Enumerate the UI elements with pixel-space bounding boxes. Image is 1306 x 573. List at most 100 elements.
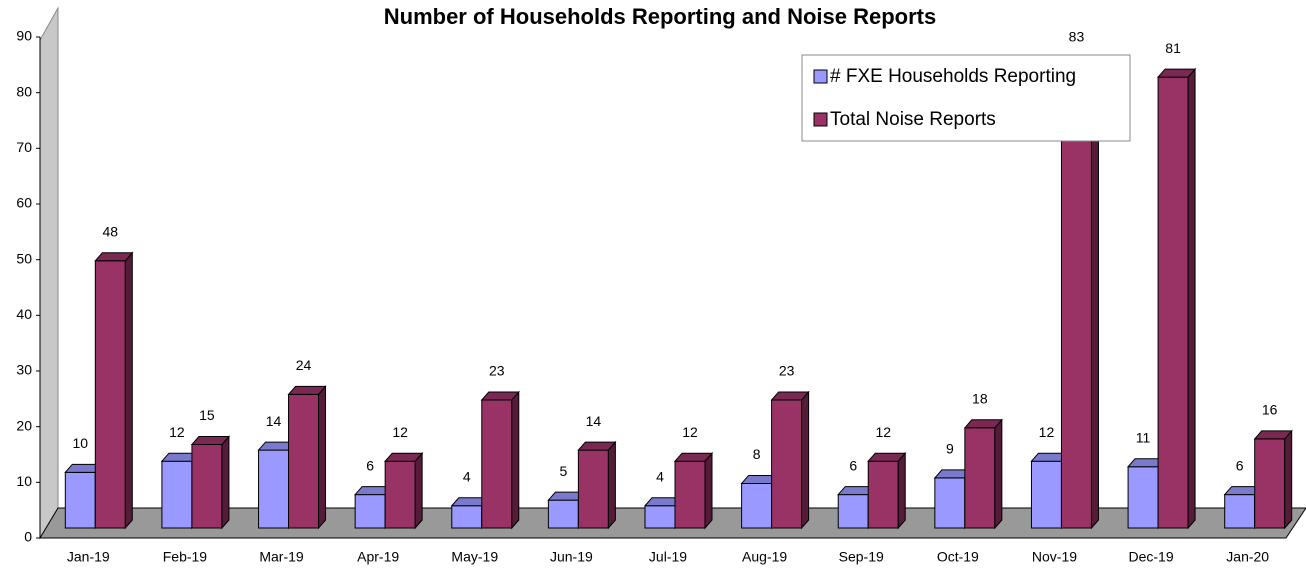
bar-front bbox=[644, 505, 676, 529]
bar-front bbox=[867, 460, 899, 529]
data-label: 24 bbox=[296, 357, 312, 373]
bar-top bbox=[384, 452, 424, 462]
bar-front bbox=[1224, 494, 1256, 529]
bar-side bbox=[801, 390, 810, 530]
bar-side bbox=[221, 435, 230, 530]
data-label: 11 bbox=[1136, 429, 1151, 445]
x-tick-label: Feb-19 bbox=[163, 549, 208, 565]
y-tick-label: 50 bbox=[16, 250, 32, 266]
data-label: 4 bbox=[463, 468, 471, 484]
data-label: 83 bbox=[1069, 29, 1085, 45]
legend: # FXE Households Reporting Total Noise Re… bbox=[801, 54, 1131, 142]
bar-top bbox=[770, 391, 810, 401]
bar-front bbox=[354, 494, 386, 529]
data-label: 14 bbox=[266, 413, 282, 429]
bar-front bbox=[934, 477, 966, 529]
x-tick-label: Jan-20 bbox=[1226, 549, 1269, 565]
legend-label: Total Noise Reports bbox=[830, 109, 996, 130]
bar bbox=[384, 451, 424, 530]
bar-front bbox=[64, 471, 96, 529]
y-tick-label: 20 bbox=[16, 417, 32, 433]
bar-front bbox=[1254, 438, 1286, 529]
bar-top bbox=[577, 441, 617, 451]
x-tick-label: Mar-19 bbox=[259, 549, 304, 565]
y-tick-label: 0 bbox=[24, 529, 32, 545]
y-tick-label: 10 bbox=[16, 473, 32, 489]
bar bbox=[577, 440, 617, 530]
x-tick-label: May-19 bbox=[451, 549, 498, 565]
data-label: 48 bbox=[103, 224, 119, 240]
y-tick-label: 80 bbox=[16, 83, 32, 99]
bar-front bbox=[547, 499, 579, 529]
data-label: 4 bbox=[656, 468, 664, 484]
bar-side bbox=[511, 390, 520, 530]
bar-front bbox=[674, 460, 706, 529]
x-tick-label: Jun-19 bbox=[550, 549, 593, 565]
bar bbox=[963, 418, 1003, 530]
bar bbox=[190, 435, 231, 530]
data-label: 10 bbox=[73, 435, 89, 451]
bar-front bbox=[481, 399, 513, 529]
bar bbox=[867, 451, 907, 530]
bar bbox=[770, 390, 810, 530]
data-label: 12 bbox=[392, 424, 408, 440]
bar-side bbox=[124, 251, 133, 530]
data-label: 5 bbox=[559, 463, 567, 479]
back-wall bbox=[39, 6, 59, 540]
bar-front bbox=[1157, 76, 1189, 529]
data-label: 12 bbox=[682, 424, 698, 440]
data-label: 23 bbox=[489, 363, 505, 379]
bar-front bbox=[837, 494, 869, 529]
bar-front bbox=[577, 449, 609, 529]
bar-top bbox=[867, 452, 907, 462]
bar-top bbox=[287, 385, 327, 395]
bar-side bbox=[994, 418, 1003, 530]
bar bbox=[1156, 67, 1197, 530]
x-tick-label: Nov-19 bbox=[1032, 549, 1077, 565]
data-label: 12 bbox=[1039, 424, 1055, 440]
bar-top bbox=[94, 252, 134, 262]
bar-side bbox=[318, 385, 327, 530]
x-tick-label: Oct-19 bbox=[937, 549, 979, 565]
y-tick-label: 90 bbox=[16, 28, 32, 44]
bar bbox=[287, 385, 327, 530]
data-label: 15 bbox=[199, 407, 215, 423]
chart-title: Number of Households Reporting and Noise… bbox=[384, 4, 936, 29]
bar-top bbox=[963, 419, 1003, 429]
bar-front bbox=[191, 444, 223, 529]
bar bbox=[1253, 429, 1293, 530]
y-tick-label: 70 bbox=[16, 139, 32, 155]
bar-front bbox=[964, 427, 996, 529]
data-label: 8 bbox=[753, 446, 761, 462]
data-label: 9 bbox=[946, 441, 954, 457]
bar-side bbox=[1187, 67, 1196, 530]
bar-front bbox=[161, 460, 193, 529]
bar bbox=[94, 251, 134, 530]
legend-label: # FXE Households Reporting bbox=[830, 66, 1076, 87]
x-tick-label: Apr-19 bbox=[357, 549, 399, 565]
legend-box bbox=[801, 54, 1131, 142]
data-label: 12 bbox=[875, 424, 891, 440]
bar-front bbox=[94, 260, 126, 529]
bar-front bbox=[1060, 65, 1092, 529]
bar-front bbox=[288, 393, 320, 529]
x-tick-label: Jan-19 bbox=[67, 549, 110, 565]
legend-swatch bbox=[813, 112, 828, 127]
x-tick-label: Dec-19 bbox=[1129, 549, 1174, 565]
data-label: 81 bbox=[1165, 40, 1181, 56]
bar-side bbox=[1284, 429, 1293, 530]
x-tick-label: Aug-19 bbox=[742, 549, 787, 565]
bar-side bbox=[607, 440, 616, 530]
data-label: 16 bbox=[1262, 402, 1278, 418]
bar-front bbox=[1030, 460, 1062, 529]
bar-front bbox=[258, 449, 290, 529]
x-tick-label: Jul-19 bbox=[649, 549, 687, 565]
y-tick-label: 30 bbox=[16, 362, 32, 378]
bar-front bbox=[451, 505, 483, 529]
bar-front bbox=[771, 399, 803, 529]
bar-top bbox=[1253, 430, 1293, 440]
bar-top bbox=[190, 436, 231, 445]
data-label: 12 bbox=[169, 424, 185, 440]
data-label: 6 bbox=[366, 457, 374, 473]
